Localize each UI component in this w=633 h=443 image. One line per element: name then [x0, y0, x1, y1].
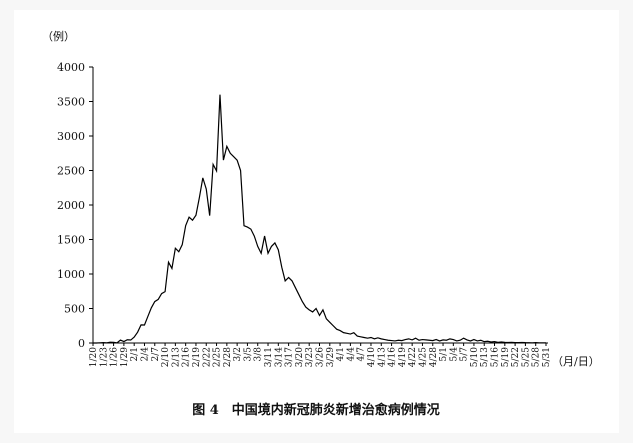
x-tick-label: 2/25: [213, 347, 223, 367]
x-tick-label: 2/1: [130, 347, 140, 361]
x-tick-label: 5/7: [460, 347, 470, 362]
x-tick-label: 3/5: [243, 347, 253, 362]
x-tick-label: 5/10: [470, 347, 480, 367]
x-tick-label: 3/29: [326, 347, 336, 367]
x-tick-label: 5/1: [439, 347, 449, 361]
x-tick-label: 3/23: [305, 347, 315, 367]
x-tick-label: 4/25: [418, 347, 428, 367]
x-tick-label: 4/28: [429, 347, 439, 367]
x-tick-label: 3/8: [254, 347, 264, 362]
y-axis-unit: （例）: [42, 29, 75, 43]
x-tick-label: 2/13: [171, 347, 181, 367]
x-tick-label: 2/4: [140, 347, 150, 362]
x-tick-label: 2/10: [161, 347, 171, 367]
y-tick-label: 2000: [57, 199, 85, 212]
x-tick-label: 5/16: [491, 347, 501, 367]
y-tick-label: 4000: [57, 61, 85, 74]
x-tick-label: 4/1: [336, 347, 346, 361]
x-tick-label: 4/13: [377, 347, 387, 367]
x-tick-label: 3/14: [274, 347, 284, 367]
x-tick-label: 4/22: [408, 347, 418, 367]
y-tick-label: 3500: [57, 96, 85, 109]
y-tick-label: 1000: [57, 268, 85, 281]
x-tick-label: 5/28: [532, 347, 542, 367]
x-tick-label: 3/26: [316, 347, 326, 367]
x-tick-label: 5/4: [449, 347, 459, 362]
x-tick-label: 4/19: [398, 347, 408, 367]
y-tick-label: 1500: [57, 234, 85, 247]
x-tick-label: 4/16: [388, 347, 398, 367]
y-tick-label: 2500: [57, 165, 85, 178]
x-tick-label: 2/22: [202, 347, 212, 367]
y-tick-label: 0: [78, 337, 85, 350]
x-tick-label: 5/22: [511, 347, 521, 367]
x-tick-label: 5/13: [480, 347, 490, 367]
line: [93, 94, 547, 344]
x-tick-label: 3/11: [264, 347, 274, 367]
x-tick-label: 4/10: [367, 347, 377, 367]
y-tick-label: 3000: [57, 130, 85, 143]
x-tick-label: 2/7: [151, 347, 161, 362]
x-tick-label: 3/17: [285, 347, 295, 367]
panel: [14, 10, 619, 433]
x-tick-label: 4/4: [346, 347, 356, 362]
x-tick-label: 2/16: [182, 347, 192, 367]
x-tick-label: 2/28: [223, 347, 233, 367]
x-tick-label: 3/2: [233, 347, 243, 361]
x-tick-label: 1/20: [89, 347, 99, 367]
x-tick-label: 1/23: [99, 347, 109, 367]
x-tick-label: 2/19: [192, 347, 202, 367]
chart-title: 图 4 中国境内新冠肺炎新增治愈病例情况: [192, 402, 440, 418]
x-tick-label: 5/19: [501, 347, 511, 367]
x-tick-label: 1/26: [110, 347, 120, 367]
x-tick-label: 4/7: [357, 347, 367, 362]
x-tick-label: 5/31: [542, 347, 552, 367]
x-tick-label: 3/20: [295, 347, 305, 367]
x-axis-unit: （月/日）: [552, 355, 600, 368]
y-tick-label: 500: [64, 303, 85, 316]
x-tick-label: 5/25: [521, 347, 531, 367]
x-tick-label: 1/29: [120, 347, 130, 367]
